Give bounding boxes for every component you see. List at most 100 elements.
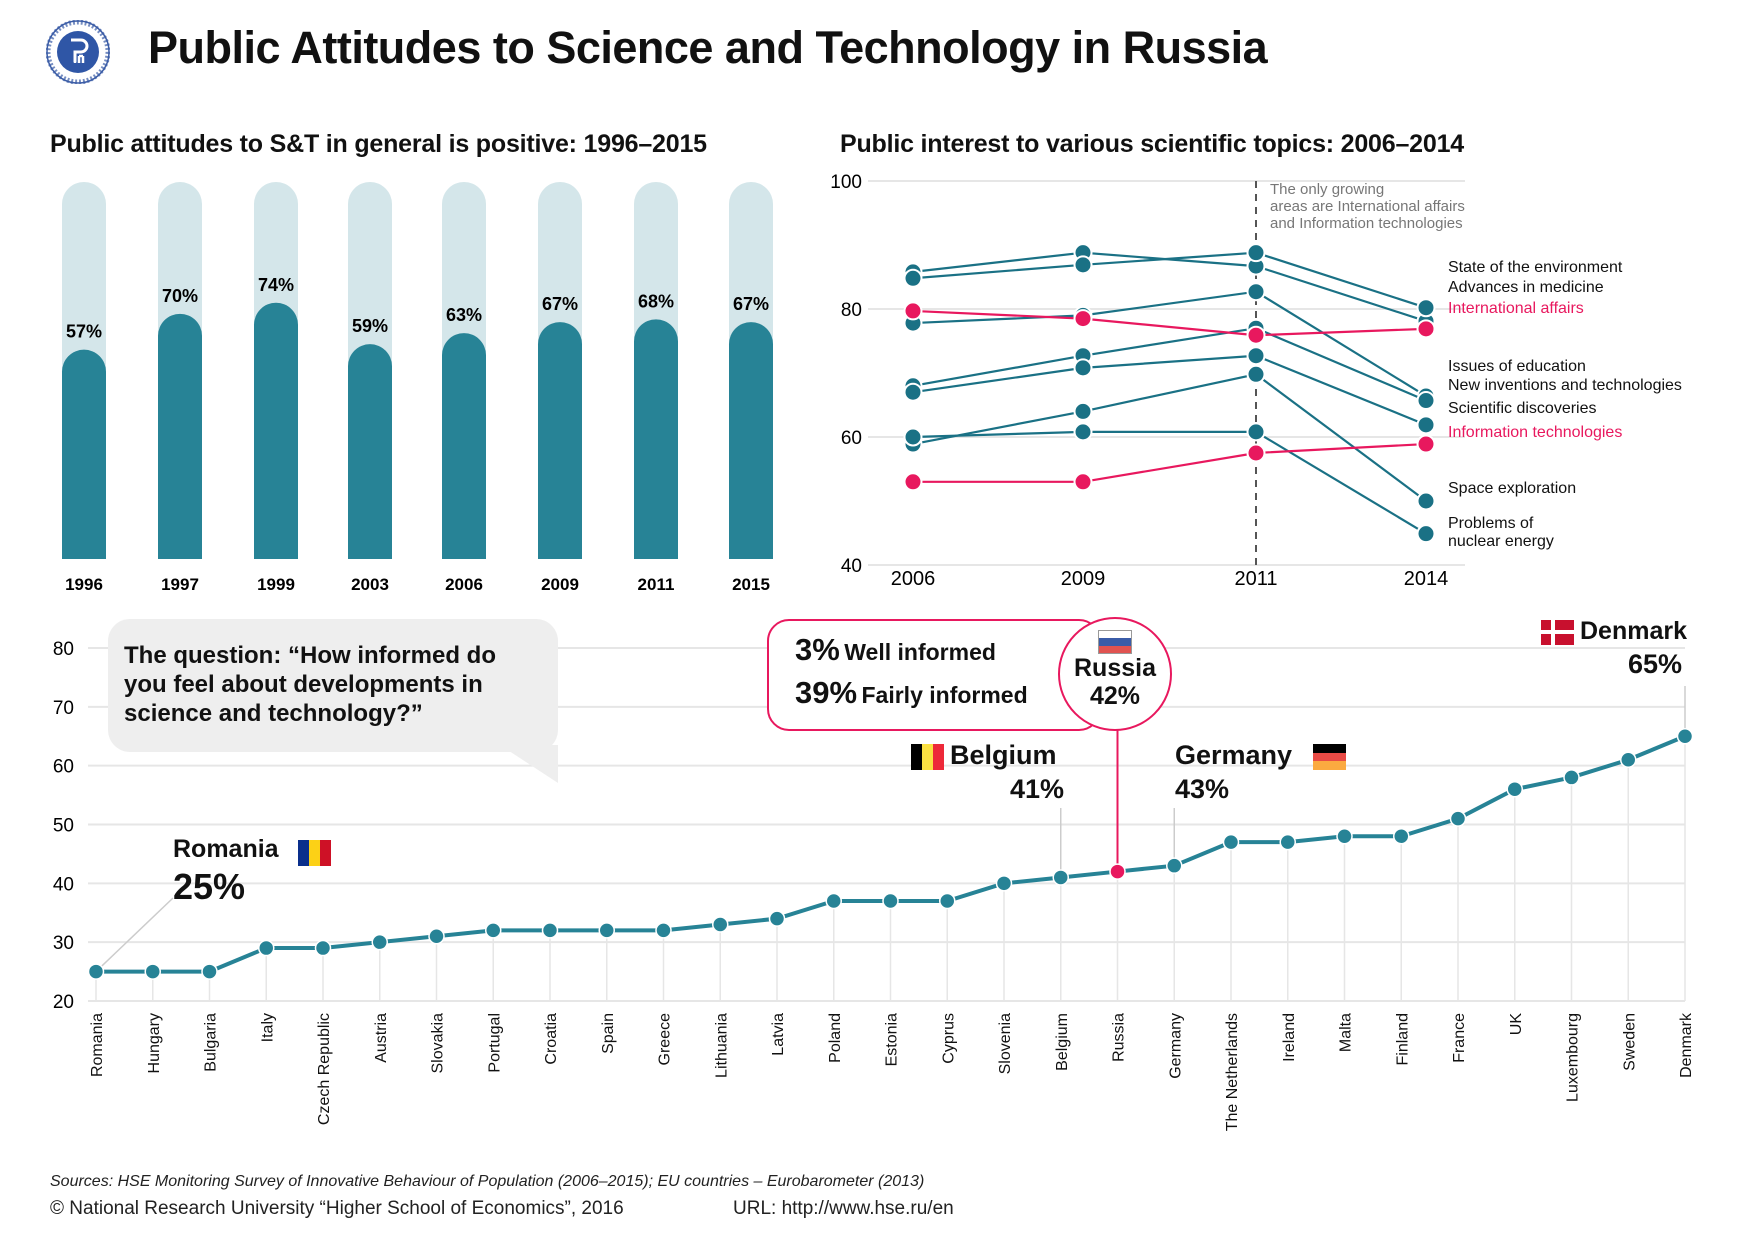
- fairly-informed-label: Fairly informed: [861, 682, 1028, 708]
- bar-category-label: 2009: [541, 575, 579, 594]
- x-category-label: Austria: [373, 1013, 390, 1063]
- data-point: [1246, 443, 1266, 463]
- x-category-label: Estonia: [884, 1013, 901, 1066]
- data-point: [1166, 857, 1183, 874]
- series-advances-in-medicine: [903, 243, 1436, 318]
- romania-flag-icon: [298, 840, 331, 866]
- series-line: [912, 251, 1427, 309]
- y-tick-label: 50: [53, 816, 74, 837]
- data-point: [939, 892, 956, 910]
- x-category-label: Denmark: [1678, 1012, 1695, 1078]
- data-point: [1246, 282, 1266, 302]
- bar-value-label: 63%: [446, 305, 482, 325]
- bar-value-label: 67%: [542, 294, 578, 314]
- question-line: The question: “How informed do: [124, 642, 496, 669]
- well-informed-row: 3% Well informed: [795, 632, 996, 668]
- legend-label: Issues of education: [1448, 358, 1586, 375]
- romania-callout-value: 25%: [173, 866, 246, 907]
- data-point: [1052, 869, 1069, 886]
- data-point: [1676, 728, 1694, 745]
- x-tick-label: 2014: [1404, 568, 1449, 590]
- series-line: [912, 290, 1427, 397]
- x-category-label: UK: [1508, 1013, 1525, 1036]
- topic-line-chart: 40 60 80 100 2006 2009 2011 2014 The only growin…: [830, 172, 1682, 590]
- y-tick-label: 80: [841, 300, 862, 321]
- annotation-text: The only growing: [1270, 181, 1384, 198]
- y-tick-label: 20: [53, 992, 74, 1013]
- russia-flag-icon: [1098, 630, 1132, 654]
- legend-label: Advances in medicine: [1448, 279, 1604, 296]
- x-category-label: Belgium: [1054, 1013, 1071, 1071]
- legend-label: State of the environment: [1448, 259, 1623, 276]
- x-category-label: Portugal: [486, 1013, 503, 1073]
- data-point: [428, 928, 445, 945]
- bar-group: 63% 2006: [442, 182, 486, 594]
- annotation-text: areas are International affairs: [1270, 198, 1465, 215]
- url-link[interactable]: URL: http://www.hse.ru/en: [733, 1198, 954, 1219]
- data-point: [1246, 325, 1266, 345]
- bar: [729, 322, 773, 559]
- bar-chart-title: Public attitudes to S&T in general is po…: [50, 130, 707, 158]
- legend-label: New inventions and technologies: [1448, 377, 1682, 394]
- data-point: [1246, 346, 1266, 366]
- page-title: Public Attitudes to Science and Technolo…: [148, 22, 1268, 73]
- data-point: [1416, 524, 1436, 544]
- bar: [442, 333, 486, 559]
- x-category-label: Russia: [1111, 1013, 1128, 1062]
- question-text: The question: “How informed do you feel …: [124, 641, 564, 728]
- russia-callout-content: Russia 42%: [1058, 630, 1172, 710]
- series-line: [912, 251, 1427, 323]
- data-point: [1563, 769, 1580, 786]
- series-scientific-discoveries: [903, 346, 1436, 435]
- hse-logo: [45, 19, 111, 85]
- legend-label: Space exploration: [1448, 480, 1576, 497]
- bar-group: 68% 2011: [634, 182, 678, 594]
- data-point: [712, 916, 729, 933]
- data-point: [1416, 491, 1436, 511]
- data-point: [825, 892, 842, 910]
- y-tick-label: 60: [53, 757, 74, 778]
- data-point: [1073, 401, 1093, 421]
- romania-leader-line: [95, 897, 174, 973]
- data-point: [1506, 780, 1523, 798]
- x-category-label: Croatia: [543, 1013, 560, 1065]
- data-point: [1279, 833, 1296, 851]
- belgium-callout-name: Belgium: [950, 740, 1057, 770]
- data-point: [258, 939, 275, 957]
- x-category-label: France: [1451, 1013, 1468, 1063]
- x-category-label: Sweden: [1621, 1013, 1638, 1071]
- data-point: [1416, 391, 1436, 411]
- bar-group: 74% 1999: [254, 182, 298, 594]
- data-point: [1336, 828, 1353, 845]
- bar-group: 57% 1996: [62, 182, 106, 594]
- x-category-label: Luxembourg: [1565, 1013, 1582, 1102]
- y-tick-label: 100: [830, 172, 862, 193]
- data-point: [1073, 358, 1093, 378]
- bar-group: 67% 2015: [729, 182, 773, 594]
- legend-label: Information technologies: [1448, 424, 1622, 441]
- sources-note: Sources: HSE Monitoring Survey of Innova…: [50, 1173, 925, 1190]
- bar-value-label: 74%: [258, 275, 294, 295]
- data-point: [1416, 434, 1436, 454]
- series-line: [913, 442, 1427, 483]
- data-point: [541, 922, 559, 939]
- bar-value-label: 70%: [162, 286, 198, 306]
- question-bubble-tail: [500, 745, 558, 783]
- data-point: [1222, 833, 1240, 851]
- data-point: [598, 922, 615, 939]
- bar-group: 59% 2003: [348, 182, 392, 594]
- x-category-label: Hungary: [146, 1013, 163, 1073]
- x-category-label: Spain: [600, 1013, 617, 1054]
- bar: [538, 322, 582, 559]
- bar-category-label: 2006: [445, 575, 483, 594]
- bar-group: 70% 1997: [158, 182, 202, 594]
- x-category-label: Latvia: [770, 1013, 787, 1056]
- legend-label: Scientific discoveries: [1448, 400, 1597, 417]
- y-tick-label: 40: [53, 874, 74, 895]
- data-point: [1416, 319, 1436, 339]
- data-point: [882, 892, 899, 910]
- bar-group: 67% 2009: [538, 182, 582, 594]
- russia-breakdown-callout: [767, 619, 1101, 731]
- data-point: [1620, 751, 1637, 769]
- x-tick-label: 2006: [891, 568, 936, 590]
